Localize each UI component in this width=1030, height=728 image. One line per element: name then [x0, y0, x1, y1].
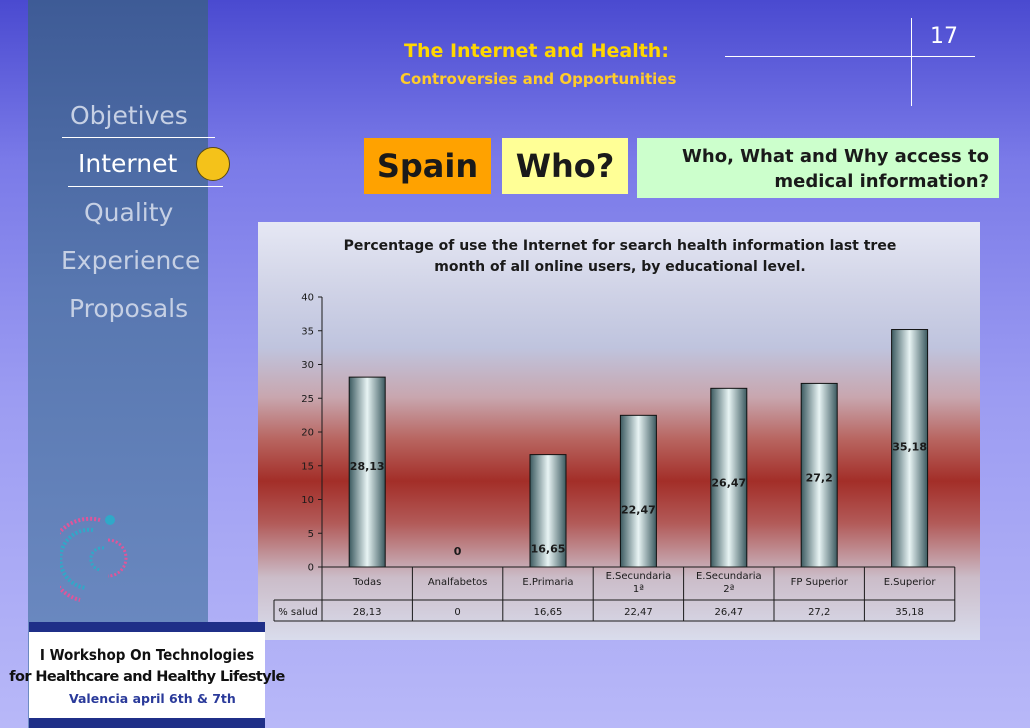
- bar: [800, 382, 838, 568]
- y-tick-label: 15: [301, 461, 314, 472]
- category-label: 1ª: [633, 584, 644, 595]
- sidebar: [28, 0, 208, 728]
- bar: [348, 376, 386, 568]
- table-value: 16,65: [534, 607, 563, 618]
- category-label: Analfabetos: [428, 577, 487, 588]
- data-label: 26,47: [711, 476, 746, 489]
- workshop-line-3: Valencia april 6th & 7th: [69, 691, 236, 706]
- table-series-label: % salud: [278, 607, 317, 618]
- sidebar-item-proposals[interactable]: Proposals: [69, 294, 189, 323]
- chart-title-line-2: month of all online users, by educationa…: [434, 259, 806, 275]
- bar: [529, 454, 567, 568]
- chart-title-line-1: Percentage of use the Internet for searc…: [343, 238, 897, 254]
- bar: [891, 329, 929, 568]
- table-value: 27,2: [808, 607, 830, 618]
- y-tick-label: 20: [301, 428, 314, 439]
- y-tick-label: 30: [301, 360, 314, 371]
- data-label: 27,2: [806, 471, 833, 484]
- active-indicator-dot: [196, 147, 230, 181]
- bar: [619, 414, 657, 568]
- y-tick-label: 25: [301, 394, 314, 405]
- data-label: 22,47: [621, 503, 656, 516]
- workshop-bar-top: [29, 622, 265, 632]
- slide-subtitle: Controversies and Opportunities: [400, 70, 677, 88]
- sidebar-divider: [62, 137, 215, 138]
- header-rule: [725, 56, 975, 57]
- sidebar-item-internet[interactable]: Internet: [78, 149, 178, 178]
- y-tick-label: 0: [308, 563, 314, 574]
- table-value: 35,18: [895, 607, 924, 618]
- table-value: 26,47: [714, 607, 743, 618]
- category-label: E.Secundaria: [696, 571, 762, 582]
- workshop-logo: [60, 515, 128, 602]
- category-label: E.Superior: [884, 577, 937, 588]
- category-label: E.Primaria: [522, 577, 573, 588]
- category-label: Todas: [352, 577, 381, 588]
- tag-who: Who?: [502, 138, 628, 194]
- workshop-bar-bottom: [29, 718, 265, 728]
- table-value: 28,13: [353, 607, 382, 618]
- workshop-line-2: for Healthcare and Healthy Lifestyle: [9, 669, 285, 685]
- table-value: 22,47: [624, 607, 653, 618]
- sidebar-item-quality[interactable]: Quality: [84, 198, 174, 227]
- workshop-line-1: I Workshop On Technologies: [39, 646, 255, 664]
- tag-spain: Spain: [364, 138, 491, 194]
- data-label: 16,65: [531, 543, 566, 556]
- sidebar-item-objetives[interactable]: Objetives: [70, 101, 188, 130]
- chart-title: Percentage of use the Internet for searc…: [300, 236, 940, 278]
- y-tick-label: 35: [301, 326, 314, 337]
- sidebar-item-experience[interactable]: Experience: [61, 246, 201, 275]
- slide-number: 17: [930, 24, 958, 49]
- sidebar-divider: [68, 186, 223, 187]
- data-label: 28,13: [350, 460, 385, 473]
- category-label: 2ª: [723, 584, 734, 595]
- question-line-1: Who, What and Why access to: [682, 146, 989, 167]
- data-label: 0: [454, 545, 462, 558]
- table-value: 0: [454, 607, 460, 618]
- slide-title: The Internet and Health:: [404, 40, 669, 62]
- question-box: Who, What and Why access to medical info…: [637, 138, 999, 198]
- header-rule-vertical: [911, 18, 912, 106]
- bar: [710, 387, 748, 568]
- workshop-banner: I Workshop On Technologies for Healthcar…: [9, 622, 285, 728]
- y-tick-label: 5: [308, 529, 314, 540]
- category-label: E.Secundaria: [606, 571, 672, 582]
- category-label: FP Superior: [791, 577, 849, 588]
- y-tick-label: 40: [301, 293, 314, 304]
- y-tick-label: 10: [301, 495, 314, 506]
- question-line-2: medical information?: [774, 171, 989, 192]
- data-label: 35,18: [892, 441, 927, 454]
